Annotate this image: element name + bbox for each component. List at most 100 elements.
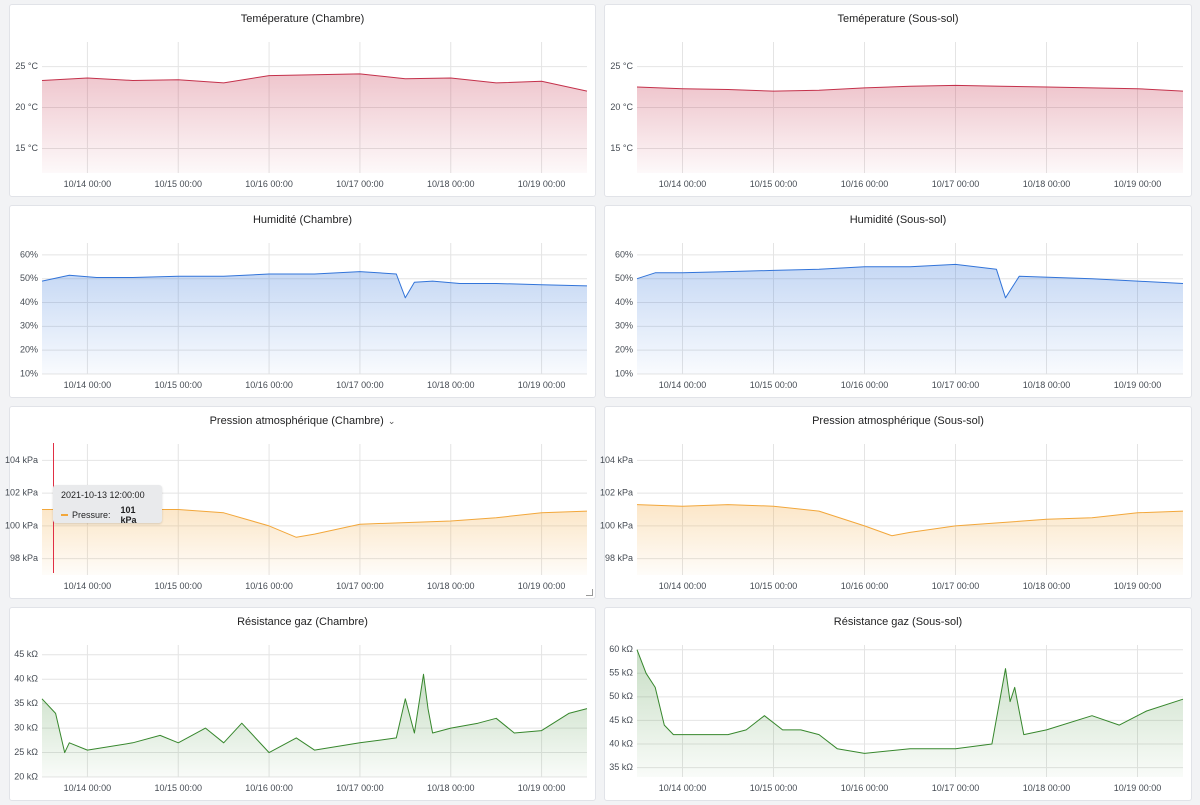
x-tick-label: 10/18 00:00 [1023, 581, 1071, 591]
x-tick-label: 10/17 00:00 [932, 380, 980, 390]
series-area [42, 674, 587, 777]
x-tick-label: 10/18 00:00 [1023, 783, 1071, 793]
pressure-soussol-chart[interactable]: 98 kPa 100 kPa 102 kPa 104 kPa 10/14 00:00 10… [600, 407, 1193, 600]
y-tick-label: 10% [20, 368, 38, 378]
x-tick-label: 10/14 00:00 [64, 380, 112, 390]
x-tick-label: 10/18 00:00 [427, 380, 475, 390]
x-tick-label: 10/16 00:00 [245, 783, 293, 793]
series-line[interactable] [41, 73, 588, 92]
panel-title[interactable]: Pression atmosphérique (Chambre) ⌄ [10, 415, 595, 427]
y-tick-label: 20 °C [610, 102, 633, 112]
x-tick-label: 10/19 00:00 [518, 581, 566, 591]
panel-title[interactable]: Pression atmosphérique (Sous-sol) [812, 415, 984, 427]
x-tick-label: 10/15 00:00 [750, 179, 798, 189]
x-tick-label: 10/15 00:00 [154, 380, 202, 390]
series-line[interactable] [41, 673, 588, 754]
pressure-chambre-chart[interactable]: 98 kPa 100 kPa 102 kPa 104 kPa 10/14 00:00 10… [5, 407, 597, 600]
y-tick-label: 60% [615, 249, 633, 259]
series-line[interactable] [636, 649, 1184, 754]
chevron-down-icon[interactable]: ⌄ [387, 416, 396, 426]
x-tick-label: 10/16 00:00 [841, 783, 889, 793]
series-area [42, 271, 587, 374]
tooltip-series-name: Pressure: [71, 510, 111, 520]
resize-handle[interactable] [586, 589, 593, 596]
series-line[interactable] [636, 84, 1184, 92]
humidity-chambre-chart[interactable]: 10% 20% 30% 40% 50% 60% 10/14 00:00 10/15 00:00… [10, 206, 597, 399]
y-tick-label: 15 °C [610, 143, 633, 153]
tooltip-value: 101 kPa [120, 505, 137, 525]
x-tick-label: 10/16 00:00 [245, 380, 293, 390]
temperature-soussol-chart[interactable]: 15 °C 20 °C 25 °C 10/14 00:00 10/15 00:00 10/… [605, 5, 1193, 198]
y-tick-label: 100 kPa [5, 520, 38, 530]
y-tick-label: 104 kPa [600, 455, 633, 465]
panel-title[interactable]: Teméperature (Sous-sol) [837, 13, 959, 25]
y-tick-label: 15 °C [15, 143, 38, 153]
x-tick-label: 10/19 00:00 [518, 179, 566, 189]
y-tick-label: 50% [615, 273, 633, 283]
y-tick-label: 60% [20, 249, 38, 259]
y-tick-label: 20% [20, 345, 38, 355]
temperature-chambre-chart[interactable]: 15 °C 20 °C 25 °C 10/14 00:00 10/15 00:00 10/… [10, 5, 597, 198]
gas-soussol-chart[interactable]: 35 kΩ 40 kΩ 45 kΩ 50 kΩ 55 kΩ 60 kΩ 10/14 00:0… [605, 608, 1193, 802]
x-tick-label: 10/19 00:00 [1114, 783, 1162, 793]
y-tick-label: 60 kΩ [609, 644, 633, 654]
panel-title-text: Pression atmosphérique (Chambre) [209, 415, 384, 427]
series-line[interactable] [636, 263, 1184, 299]
x-tick-label: 10/14 00:00 [659, 783, 707, 793]
y-tick-label: 30% [20, 321, 38, 331]
pressure-chambre-panel: Pression atmosphérique (Chambre) ⌄ 98 kPa… [5, 406, 597, 600]
temperature-chambre-panel: Teméperature (Chambre) 15 °C 20 °C 25 °C 10… [9, 4, 596, 197]
tooltip-row: Pressure: 101 kPa [61, 505, 154, 525]
x-tick-label: 10/19 00:00 [518, 783, 566, 793]
humidity-soussol-chart[interactable]: 10% 20% 30% 40% 50% 60% 10/14 00:00 10/15 00:00… [605, 206, 1193, 399]
x-tick-label: 10/14 00:00 [64, 783, 112, 793]
y-tick-label: 40 kΩ [14, 674, 38, 684]
gas-chambre-chart[interactable]: 20 kΩ 25 kΩ 30 kΩ 35 kΩ 40 kΩ 45 kΩ 10/14 00:0… [10, 608, 597, 802]
panel-title[interactable]: Humidité (Sous-sol) [849, 214, 947, 226]
panel-title[interactable]: Humidité (Chambre) [252, 214, 353, 226]
x-tick-label: 10/19 00:00 [518, 380, 566, 390]
x-tick-label: 10/17 00:00 [336, 380, 384, 390]
y-tick-label: 40% [20, 297, 38, 307]
panel-title[interactable]: Résistance gaz (Chambre) [237, 616, 368, 628]
x-tick-label: 10/18 00:00 [1023, 380, 1071, 390]
y-tick-label: 20% [615, 345, 633, 355]
x-tick-label: 10/16 00:00 [245, 581, 293, 591]
series-area [42, 509, 587, 575]
humidity-soussol-panel: Humidité (Sous-sol) 10% 20% 30% 40% 50% 60% 10… [604, 205, 1192, 398]
hover-tooltip: 2021-10-13 12:00:00 Pressure: 101 kPa [53, 485, 162, 525]
y-tick-label: 35 kΩ [14, 698, 38, 708]
tooltip-time: 2021-10-13 12:00:00 [61, 490, 145, 500]
x-tick-label: 10/17 00:00 [932, 581, 980, 591]
y-tick-label: 25 kΩ [14, 747, 38, 757]
x-tick-label: 10/17 00:00 [336, 783, 384, 793]
series-area [637, 504, 1183, 575]
y-tick-label: 104 kPa [5, 455, 38, 465]
x-tick-label: 10/16 00:00 [841, 581, 889, 591]
series-line[interactable] [636, 504, 1184, 537]
x-tick-label: 10/15 00:00 [154, 179, 202, 189]
y-tick-label: 102 kPa [600, 488, 633, 498]
y-tick-label: 10% [615, 368, 633, 378]
x-tick-label: 10/16 00:00 [841, 380, 889, 390]
x-tick-label: 10/17 00:00 [932, 783, 980, 793]
x-tick-label: 10/15 00:00 [750, 380, 798, 390]
series-line[interactable] [41, 271, 588, 299]
panel-title[interactable]: Résistance gaz (Sous-sol) [833, 616, 963, 628]
x-tick-label: 10/19 00:00 [1114, 179, 1162, 189]
x-tick-label: 10/14 00:00 [64, 581, 112, 591]
x-tick-label: 10/14 00:00 [659, 380, 707, 390]
y-tick-label: 55 kΩ [609, 668, 633, 678]
panel-title[interactable]: Teméperature (Chambre) [240, 13, 365, 25]
x-tick-label: 10/15 00:00 [154, 581, 202, 591]
x-tick-label: 10/17 00:00 [336, 581, 384, 591]
x-tick-label: 10/15 00:00 [750, 581, 798, 591]
y-tick-label: 40 kΩ [609, 738, 633, 748]
y-tick-label: 50 kΩ [609, 691, 633, 701]
x-tick-label: 10/19 00:00 [1114, 380, 1162, 390]
x-tick-label: 10/16 00:00 [841, 179, 889, 189]
x-tick-label: 10/15 00:00 [750, 783, 798, 793]
y-tick-label: 20 °C [15, 102, 38, 112]
x-tick-label: 10/14 00:00 [659, 581, 707, 591]
series-area [637, 264, 1183, 374]
